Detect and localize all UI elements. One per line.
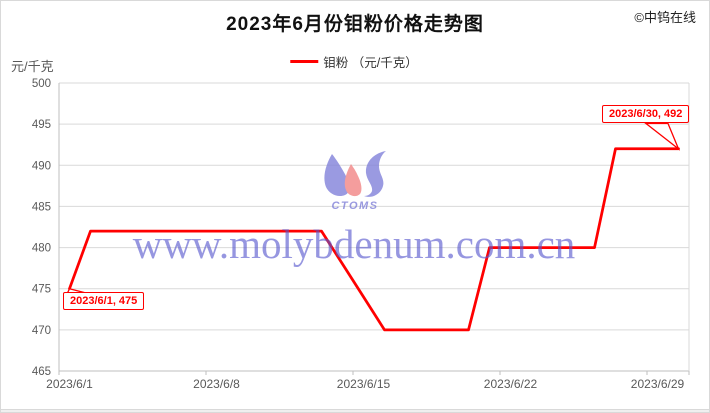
y-tick-label: 465 [32, 366, 51, 378]
x-tick-label: 2023/6/22 [484, 377, 538, 391]
y-tick-label: 480 [32, 243, 51, 255]
x-tick-label: 2023/6/1 [46, 377, 93, 391]
legend: 钼粉 （元/千克） [290, 52, 418, 71]
chart-title: 2023年6月份钼粉价格走势图 [226, 14, 484, 35]
logo-right-flame [364, 151, 386, 197]
x-tick-label: 2023/6/15 [337, 377, 391, 391]
y-axis-unit-label: 元/千克 [11, 59, 54, 74]
copyright-label: ©中钨在线 [634, 10, 696, 25]
y-tick-label: 485 [32, 201, 51, 213]
price-line [68, 147, 680, 332]
legend-label: 钼粉 （元/千克） [323, 56, 418, 70]
logo-wordmark: CTOMS [331, 200, 378, 212]
annotation-pointer [644, 122, 681, 151]
logo-middle-flame [344, 164, 362, 197]
y-tick-label: 495 [32, 119, 51, 131]
legend-line-swatch [290, 60, 319, 63]
y-tick-label: 470 [32, 325, 51, 337]
y-tick-label: 475 [32, 284, 51, 296]
annotation-end-point: 2023/6/30, 492 [602, 105, 690, 123]
logo-left-flame [324, 154, 350, 197]
x-tick-label: 2023/6/8 [193, 377, 240, 391]
x-tick-label: 2023/6/29 [631, 377, 685, 391]
bottom-edge-strip [1, 409, 709, 412]
annotation-start-point: 2023/6/1, 475 [63, 292, 145, 310]
y-tick-label: 490 [32, 160, 51, 172]
website-watermark: www.molybdenum.com.cn [132, 221, 576, 267]
y-tick-label: 500 [32, 78, 51, 90]
ctoms-logo: CTOMS [324, 151, 386, 212]
